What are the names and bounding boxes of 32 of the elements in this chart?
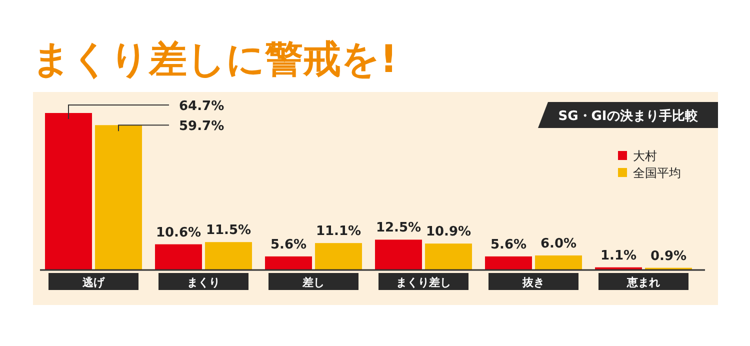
x-tick-label: まくり差し	[396, 276, 451, 289]
data-label: 10.9%	[426, 224, 472, 240]
x-tick-label: まくり	[187, 276, 220, 289]
bar	[45, 113, 92, 270]
bar	[535, 255, 582, 270]
data-label: 5.6%	[270, 237, 307, 252]
x-tick-label: 抜き	[522, 276, 544, 289]
data-label: 1.1%	[600, 248, 637, 264]
x-tick-label: 恵まれ	[626, 276, 660, 289]
data-label: 11.1%	[316, 224, 362, 240]
data-label: 11.5%	[206, 223, 252, 238]
bar	[155, 244, 202, 270]
data-label: 59.7%	[179, 119, 224, 134]
bar	[485, 256, 532, 270]
chart-title: まくり差しに警戒を!	[32, 37, 398, 81]
bar	[95, 125, 142, 270]
data-label: 5.6%	[490, 237, 527, 252]
legend-label: 全国平均	[633, 166, 681, 180]
x-tick-label: 逃げ	[82, 276, 106, 289]
bar	[425, 244, 472, 270]
data-label: 10.6%	[156, 225, 202, 240]
data-label: 12.5%	[376, 220, 422, 236]
bar	[315, 243, 362, 270]
legend-label: 大村	[633, 149, 657, 163]
bar	[375, 240, 422, 270]
bar	[205, 242, 252, 270]
bar	[265, 256, 312, 270]
data-label: 64.7%	[179, 99, 224, 114]
data-label: 6.0%	[540, 236, 577, 252]
chart-subtitle: SG・GIの決まり手比較	[558, 108, 699, 124]
data-label: 0.9%	[650, 248, 687, 264]
x-tick-label: 差し	[302, 276, 324, 289]
